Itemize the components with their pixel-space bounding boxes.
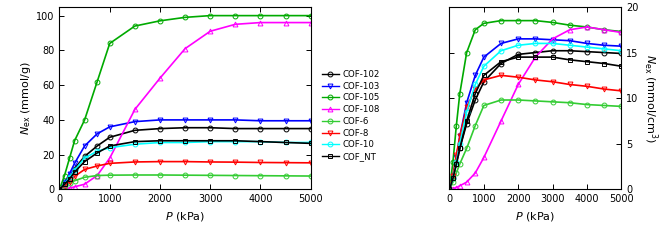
X-axis label: $P$ (kPa): $P$ (kPa)	[516, 210, 555, 223]
Legend: COF-102, COF-103, COF-105, COF-108, COF-6, COF-8, COF-10, COF_NT: COF-102, COF-103, COF-105, COF-108, COF-…	[322, 70, 379, 161]
Y-axis label: $N_{\mathrm{ex}}$ (mmol/cm$^3$): $N_{\mathrm{ex}}$ (mmol/cm$^3$)	[641, 54, 660, 143]
X-axis label: $P$ (kPa): $P$ (kPa)	[165, 210, 205, 223]
Y-axis label: $N_{\mathrm{ex}}$ (mmol/g): $N_{\mathrm{ex}}$ (mmol/g)	[19, 61, 34, 135]
